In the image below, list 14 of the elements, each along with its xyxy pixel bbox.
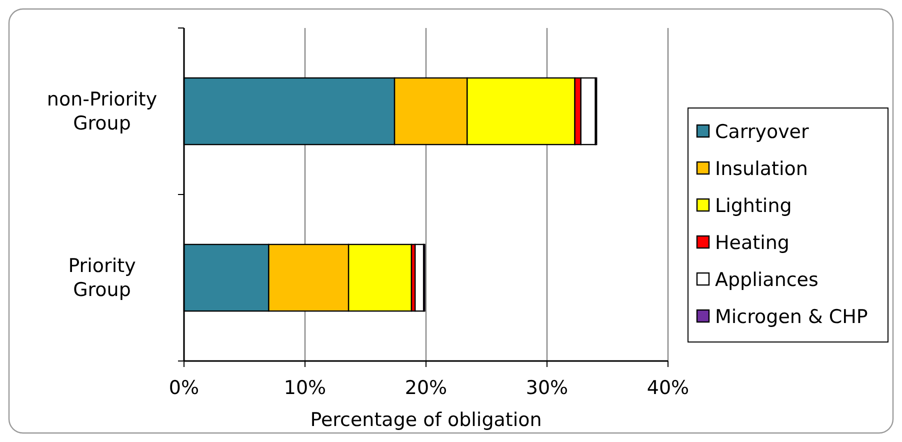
x-tick-label: 40% [646,377,690,399]
legend-label: Lighting [715,195,792,217]
x-tick-label: 0% [168,377,200,399]
legend-label: Heating [715,232,790,254]
y-tick-label: non-Priority Group [46,88,158,134]
x-axis-title: Percentage of obligation [310,409,542,431]
legend-label: Appliances [715,269,818,291]
x-tick-label: 30% [526,377,568,399]
legend-label: Carryover [715,121,809,143]
y-tick-label: Priority Group [68,254,136,301]
legend-label: Insulation [715,158,808,180]
x-tick-label: 10% [284,377,326,399]
legend-label: Microgen & CHP [715,306,868,328]
x-tick-label: 20% [404,377,448,399]
